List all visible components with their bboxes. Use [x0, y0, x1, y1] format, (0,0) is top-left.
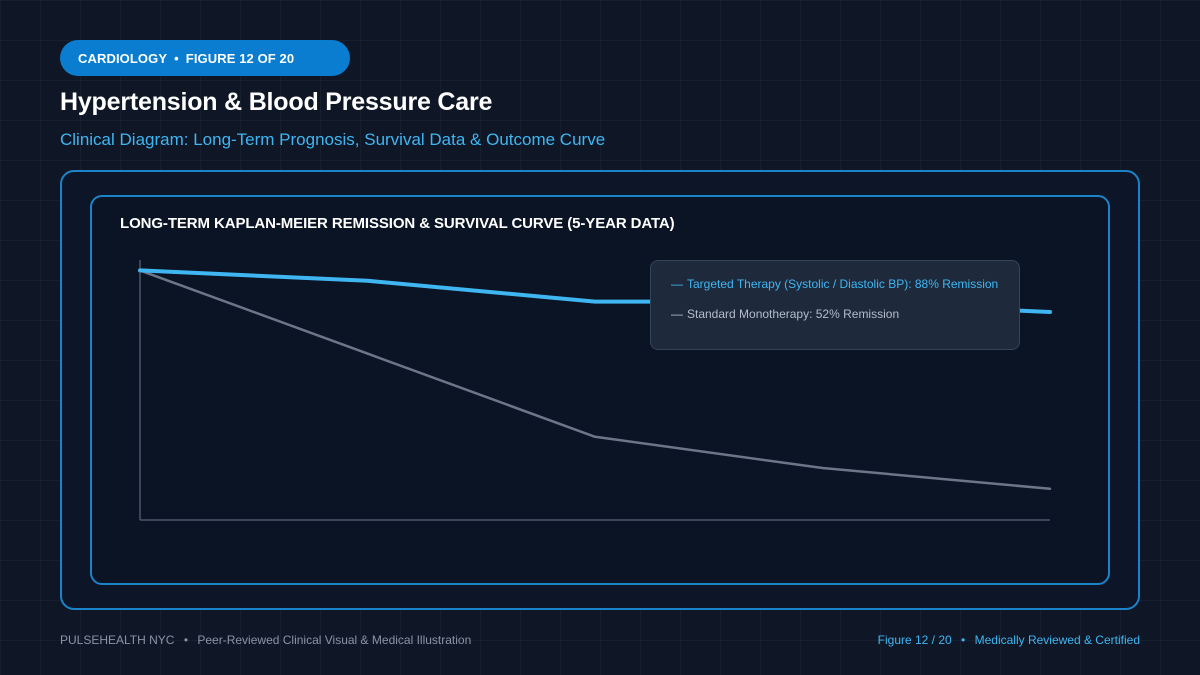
- badge-separator: •: [174, 50, 179, 66]
- page-title: Hypertension & Blood Pressure Care: [60, 88, 493, 116]
- chart-title: LONG-TERM KAPLAN-MEIER REMISSION & SURVI…: [120, 215, 675, 232]
- footer-right-separator: •: [961, 633, 966, 647]
- footer-credits: PULSEHEALTH NYC • Peer-Reviewed Clinical…: [60, 633, 471, 647]
- legend-label-targeted-therapy: Targeted Therapy (Systolic / Diastolic B…: [687, 277, 999, 291]
- footer-brand: PULSEHEALTH NYC: [60, 633, 175, 647]
- badge-category: CARDIOLOGY: [78, 50, 168, 66]
- footer-figure-info: Figure 12 / 20 • Medically Reviewed & Ce…: [878, 633, 1140, 647]
- footer-description: Peer-Reviewed Clinical Visual & Medical …: [197, 633, 472, 647]
- series-line-standard-monotherapy: [138, 269, 1052, 491]
- legend-item-targeted-therapy: — Targeted Therapy (Systolic / Diastolic…: [671, 277, 1019, 291]
- category-badge: CARDIOLOGY • FIGURE 12 OF 20: [60, 40, 350, 76]
- chart-axes: [139, 260, 1050, 521]
- legend-item-standard-monotherapy: — Standard Monotherapy: 52% Remission: [671, 307, 1019, 321]
- footer-left-separator: •: [183, 633, 189, 647]
- legend-swatch-standard-monotherapy: —: [671, 307, 683, 321]
- legend-label-standard-monotherapy: Standard Monotherapy: 52% Remission: [687, 307, 900, 321]
- badge-figure: FIGURE 12 OF 20: [185, 50, 295, 66]
- chart-legend: — Targeted Therapy (Systolic / Diastolic…: [650, 260, 1020, 350]
- footer-certification: Medically Reviewed & Certified: [974, 633, 1140, 647]
- footer-figure-number: Figure 12 / 20: [877, 633, 952, 647]
- page-subtitle: Clinical Diagram: Long-Term Prognosis, S…: [60, 130, 606, 149]
- legend-swatch-targeted-therapy: —: [671, 277, 683, 291]
